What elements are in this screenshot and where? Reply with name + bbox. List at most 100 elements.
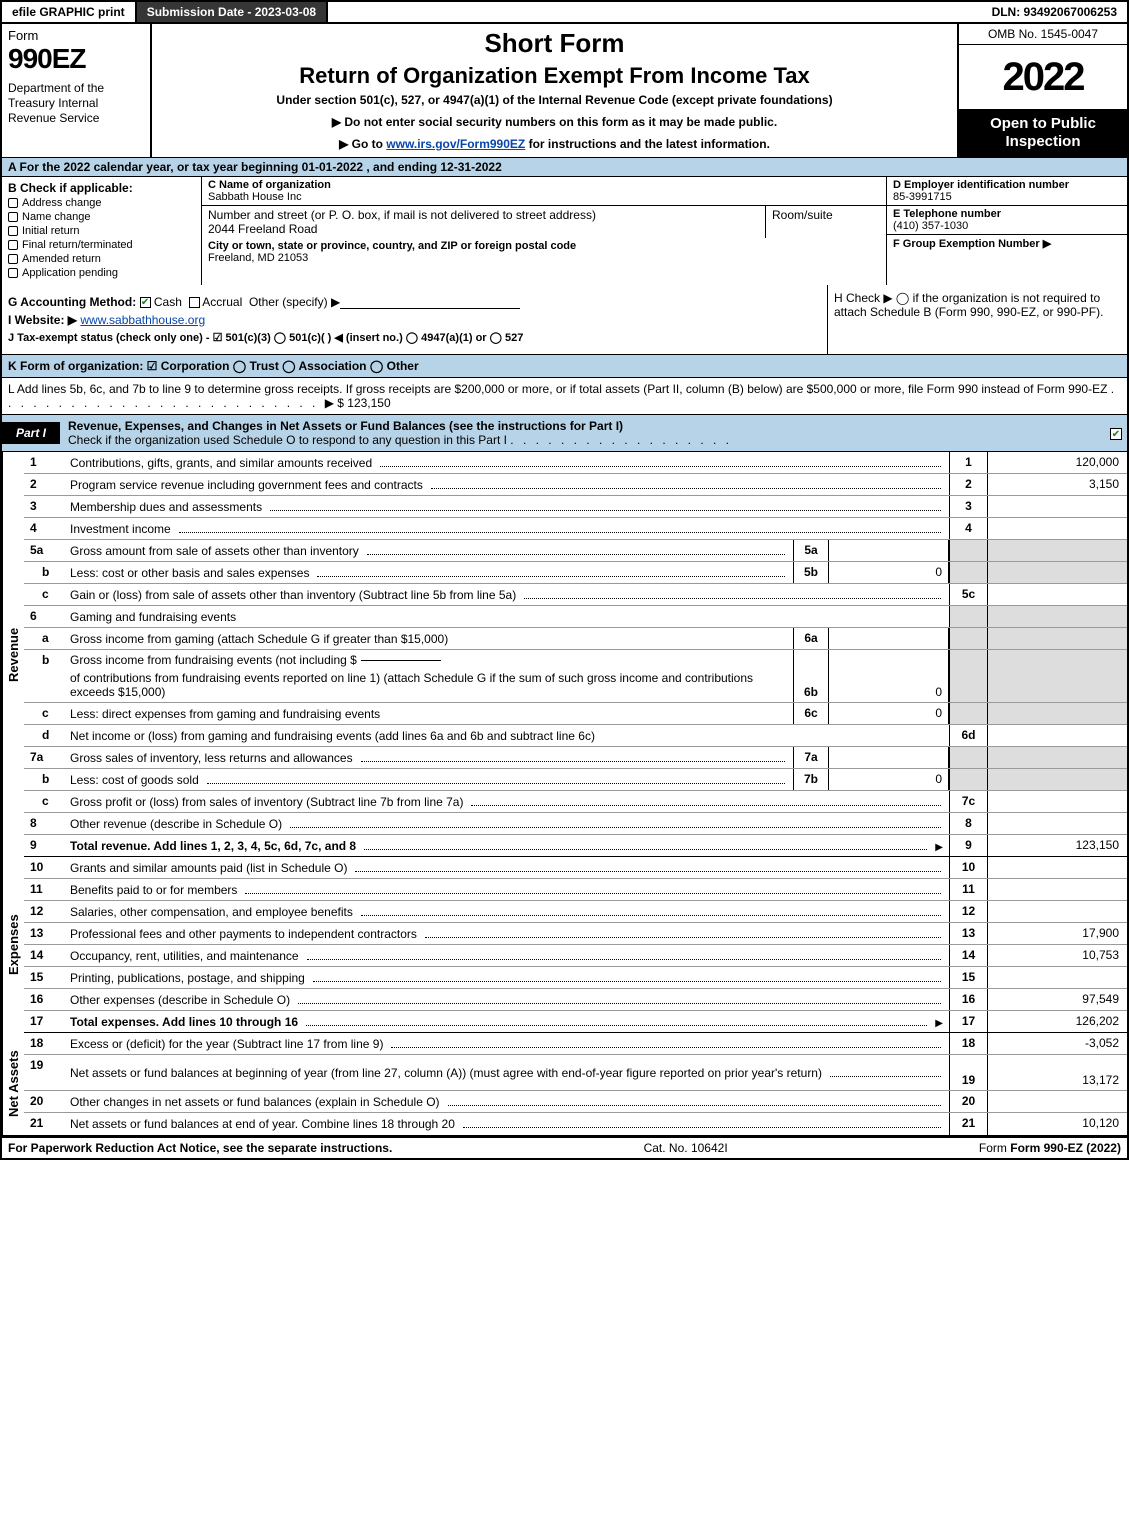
row-desc: Gross income from fundraising events (no…: [70, 653, 357, 667]
footer-catno: Cat. No. 10642I: [644, 1141, 728, 1155]
row-5a: 5aGross amount from sale of assets other…: [24, 540, 1127, 562]
row-num: 18: [24, 1033, 66, 1054]
row-val: [987, 584, 1127, 605]
checkbox-accrual[interactable]: [189, 297, 200, 308]
opt-label: Amended return: [22, 253, 101, 265]
checkbox-cash[interactable]: [140, 297, 151, 308]
expenses-side-label: Expenses: [2, 857, 24, 1033]
row-desc: Gross profit or (loss) from sales of inv…: [70, 795, 463, 809]
row-desc: Gross income from gaming (attach Schedul…: [70, 632, 448, 646]
checkbox-amended-return[interactable]: Amended return: [8, 253, 195, 265]
irs-link[interactable]: www.irs.gov/Form990EZ: [386, 137, 525, 151]
row-num: 7a: [24, 747, 66, 768]
sub-val: 0: [829, 769, 949, 790]
org-name-value: Sabbath House Inc: [208, 191, 880, 203]
row-11: 11Benefits paid to or for members11: [24, 879, 1127, 901]
row-desc: Salaries, other compensation, and employ…: [70, 905, 353, 919]
city-value: Freeland, MD 21053: [208, 252, 880, 264]
row-6c: cLess: direct expenses from gaming and f…: [24, 703, 1127, 725]
row-val-shade: [987, 562, 1127, 583]
row-desc: Less: direct expenses from gaming and fu…: [70, 707, 380, 721]
sub-label: 6a: [793, 628, 829, 649]
row-6a: aGross income from gaming (attach Schedu…: [24, 628, 1127, 650]
ssn-warning: ▶ Do not enter social security numbers o…: [160, 115, 949, 129]
website-link[interactable]: www.sabbathhouse.org: [80, 313, 205, 327]
top-bar: efile GRAPHIC print Submission Date - 20…: [0, 0, 1129, 24]
line-j: J Tax-exempt status (check only one) - ☑…: [8, 331, 821, 344]
row-desc: Less: cost of goods sold: [70, 773, 199, 787]
row-code: 9: [949, 835, 987, 856]
ein-cell: D Employer identification number 85-3991…: [887, 177, 1127, 206]
row-num: c: [24, 584, 66, 605]
checkbox-icon: [8, 268, 18, 278]
part1-tab: Part I: [2, 422, 60, 444]
netassets-section: Net Assets 18Excess or (deficit) for the…: [0, 1033, 1129, 1137]
opt-label: Address change: [22, 197, 102, 209]
line-k: K Form of organization: ☑ Corporation ◯ …: [0, 355, 1129, 378]
street-cell: Number and street (or P. O. box, if mail…: [202, 206, 766, 238]
row-code: 16: [949, 989, 987, 1010]
row-3: 3Membership dues and assessments3: [24, 496, 1127, 518]
row-desc-2: of contributions from fundraising events…: [70, 671, 789, 699]
row-code: 3: [949, 496, 987, 517]
checkbox-initial-return[interactable]: Initial return: [8, 225, 195, 237]
revenue-side-label: Revenue: [2, 452, 24, 857]
efile-print-label[interactable]: efile GRAPHIC print: [2, 2, 137, 22]
tax-exempt-status: J Tax-exempt status (check only one) - ☑…: [8, 332, 523, 344]
row-desc: Other changes in net assets or fund bala…: [70, 1095, 440, 1109]
header-right: OMB No. 1545-0047 2022 Open to Public In…: [957, 24, 1127, 157]
sub-val: [829, 747, 949, 768]
checkbox-icon: [8, 240, 18, 250]
row-code-shade: [949, 540, 987, 561]
line-l: L Add lines 5b, 6c, and 7b to line 9 to …: [0, 378, 1129, 415]
row-19: 19Net assets or fund balances at beginni…: [24, 1055, 1127, 1091]
row-num: 19: [24, 1055, 66, 1090]
row-num: 11: [24, 879, 66, 900]
dln-label: DLN: 93492067006253: [982, 2, 1127, 22]
row-code: 11: [949, 879, 987, 900]
sub-label: 6b: [793, 650, 829, 702]
row-desc: Total revenue. Add lines 1, 2, 3, 4, 5c,…: [70, 839, 356, 853]
row-val-shade: [987, 540, 1127, 561]
row-5c: cGain or (loss) from sale of assets othe…: [24, 584, 1127, 606]
street-value: 2044 Freeland Road: [208, 222, 759, 236]
row-desc: Excess or (deficit) for the year (Subtra…: [70, 1037, 383, 1051]
row-8: 8Other revenue (describe in Schedule O)8: [24, 813, 1127, 835]
expenses-section: Expenses 10 Grants and similar amounts pa…: [0, 857, 1129, 1033]
checkbox-final-return[interactable]: Final return/terminated: [8, 239, 195, 251]
sub-val: 0: [829, 562, 949, 583]
line-a-text: A For the 2022 calendar year, or tax yea…: [8, 160, 502, 174]
form-word: Form: [8, 28, 144, 43]
row-15: 15Printing, publications, postage, and s…: [24, 967, 1127, 989]
row-val: [987, 813, 1127, 834]
opt-label: Name change: [22, 211, 91, 223]
checkbox-application-pending[interactable]: Application pending: [8, 267, 195, 279]
row-val: -3,052: [987, 1033, 1127, 1054]
cash-label: Cash: [154, 295, 182, 309]
line-l-amount: ▶ $ 123,150: [325, 396, 391, 410]
row-num: 10: [24, 857, 66, 878]
row-val-shade: [987, 606, 1127, 627]
row-val: 10,120: [987, 1113, 1127, 1135]
row-desc: Printing, publications, postage, and shi…: [70, 971, 305, 985]
line-h: H Check ▶ ◯ if the organization is not r…: [827, 285, 1127, 354]
section-b: B Check if applicable: Address change Na…: [2, 177, 202, 285]
org-name-cell: C Name of organization Sabbath House Inc: [202, 177, 886, 206]
row-val: [987, 791, 1127, 812]
row-num: 17: [24, 1011, 66, 1032]
row-val-shade: [987, 650, 1127, 702]
row-1: 1Contributions, gifts, grants, and simil…: [24, 452, 1127, 474]
part1-schedule-o-check[interactable]: ✔: [1105, 426, 1127, 440]
sub-val: [829, 540, 949, 561]
footer-form: Form Form 990-EZ (2022): [979, 1141, 1121, 1155]
row-val-shade: [987, 703, 1127, 724]
row-code: 5c: [949, 584, 987, 605]
other-label: Other (specify) ▶: [249, 295, 340, 309]
row-desc: Grants and similar amounts paid (list in…: [70, 861, 347, 875]
line-a: A For the 2022 calendar year, or tax yea…: [0, 157, 1129, 177]
row-code-shade: [949, 606, 987, 627]
checkbox-name-change[interactable]: Name change: [8, 211, 195, 223]
row-4: 4Investment income4: [24, 518, 1127, 540]
checkbox-address-change[interactable]: Address change: [8, 197, 195, 209]
row-desc: Investment income: [70, 522, 171, 536]
